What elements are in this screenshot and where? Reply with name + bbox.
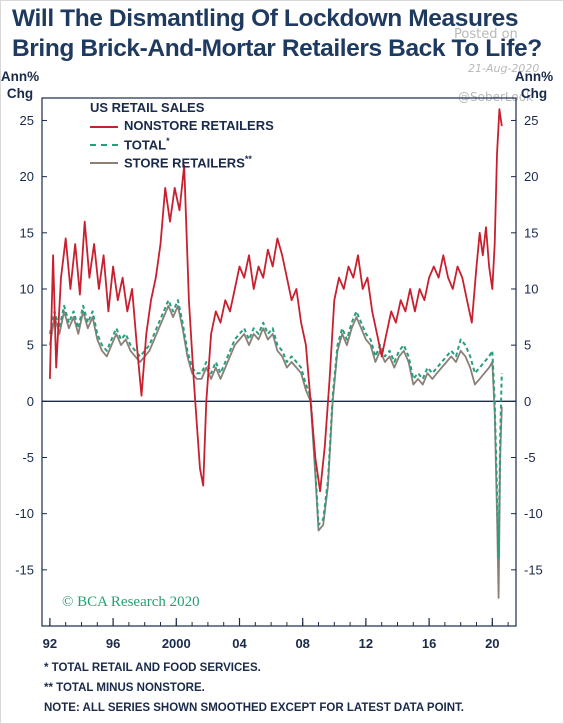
legend-swatch-nonstore <box>90 126 118 128</box>
series-line-store <box>49 304 503 599</box>
legend-swatch-store <box>90 162 118 164</box>
y-axis-unit-right-line2: Chg <box>520 86 548 101</box>
source-credit: © BCA Research 2020 <box>62 594 200 610</box>
legend-swatch-total <box>90 144 118 146</box>
y-tick-label-left: 15 <box>20 225 34 240</box>
y-axis-unit-left-line1: Ann% <box>0 69 40 84</box>
footnote-1: * TOTAL RETAIL AND FOOD SERVICES. <box>44 662 261 674</box>
legend-label-store-suffix: ** <box>244 154 252 164</box>
y-tick-label-left: 20 <box>20 169 34 184</box>
y-axis-unit-left-line2: Chg <box>6 86 34 101</box>
y-tick-label-left: -10 <box>15 506 34 521</box>
legend-label-nonstore: NONSTORE RETAILERS <box>124 118 274 133</box>
y-tick-label-right: 25 <box>524 113 538 128</box>
y-tick-label-right: 10 <box>524 281 538 296</box>
footnote-2: ** TOTAL MINUS NONSTORE. <box>44 682 205 694</box>
y-axis-unit-right-line1: Ann% <box>514 69 554 84</box>
x-tick-label: 04 <box>232 636 247 651</box>
chart-title-line1: Will The Dismantling Of Lockdown Measure… <box>12 5 519 32</box>
legend-label-total-text: TOTAL <box>124 137 167 153</box>
x-tick-label: 16 <box>422 636 436 651</box>
watermark-posted: Posted on <box>454 27 518 42</box>
y-tick-label-left: -5 <box>22 450 34 465</box>
y-tick-label-right: 20 <box>524 169 538 184</box>
y-tick-label-left: 25 <box>20 113 34 128</box>
y-tick-label-right: -15 <box>524 562 543 577</box>
chart-title-line2: Bring Brick-And-Mortar Retailers Back To… <box>12 35 542 62</box>
series-line-total <box>48 299 503 560</box>
x-tick-label: 96 <box>106 636 120 651</box>
series-line-nonstore <box>49 108 503 493</box>
y-tick-label-right: 5 <box>524 338 531 353</box>
chart-title: Will The Dismantling Of Lockdown Measure… <box>12 4 552 64</box>
y-tick-label-right: 0 <box>524 394 531 409</box>
y-tick-label-left: 5 <box>27 338 34 353</box>
watermark-date: 21-Aug-2020 <box>468 62 540 75</box>
y-tick-label-right: -5 <box>524 450 536 465</box>
watermark-handle: @SoberLook <box>458 90 533 104</box>
legend-label-store-text: STORE RETAILERS <box>124 155 245 171</box>
y-tick-label-right: 15 <box>524 225 538 240</box>
legend-label-total-suffix: * <box>166 136 170 146</box>
y-axis-unit-right: Ann% Chg <box>514 68 554 102</box>
y-axis-unit-left: Ann% Chg <box>0 68 40 102</box>
y-tick-label-right: -10 <box>524 506 543 521</box>
legend-title: US RETAIL SALES <box>90 100 205 115</box>
x-tick-label: 2000 <box>162 636 191 651</box>
legend-label-store: STORE RETAILERS** <box>124 154 252 170</box>
x-tick-label: 12 <box>359 636 373 651</box>
legend-label-total: TOTAL* <box>124 136 170 152</box>
x-tick-label: 08 <box>295 636 309 651</box>
y-tick-label-left: -15 <box>15 562 34 577</box>
y-tick-label-left: 0 <box>27 394 34 409</box>
plot-area-border <box>41 97 517 627</box>
footnote-3: NOTE: ALL SERIES SHOWN SMOOTHED EXCEPT F… <box>44 702 464 714</box>
x-tick-label: 20 <box>485 636 499 651</box>
y-tick-label-left: 10 <box>20 281 34 296</box>
x-tick-label: 92 <box>43 636 57 651</box>
